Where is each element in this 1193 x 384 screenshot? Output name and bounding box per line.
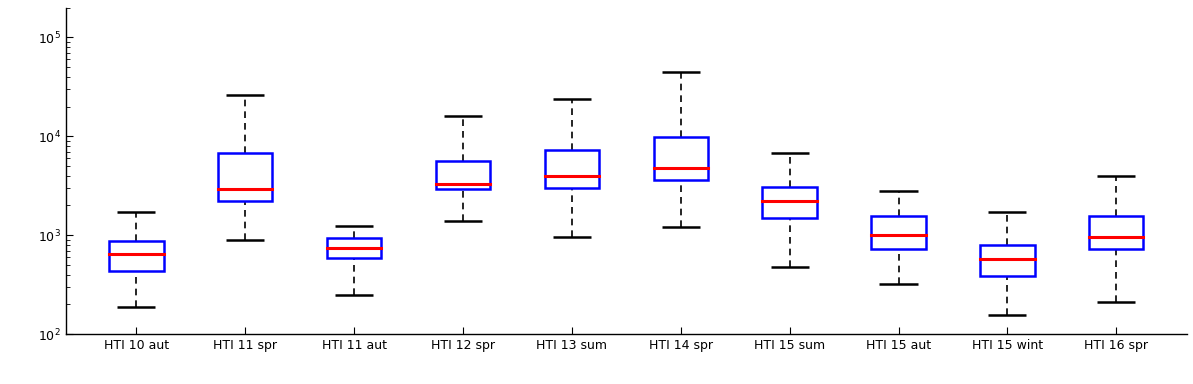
Bar [762,187,817,218]
Bar [327,238,382,258]
Bar [435,161,490,189]
Bar [1089,216,1143,249]
Bar [218,153,272,201]
Bar [654,137,707,180]
Bar [545,151,599,188]
Bar [981,245,1034,276]
Bar [110,241,163,271]
Bar [871,216,926,249]
